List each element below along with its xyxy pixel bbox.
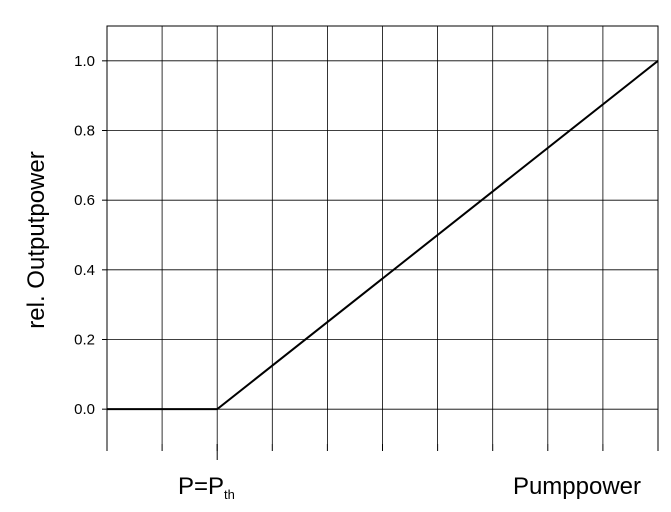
y-tick-label: 0.6 <box>74 192 95 209</box>
y-tick-label: 0.2 <box>74 332 95 349</box>
x-threshold-label: P=Pth <box>178 473 235 502</box>
y-tick-label: 1.0 <box>74 53 95 70</box>
y-ticks: 0.0 0.2 0.4 0.6 0.8 1.0 <box>74 53 107 418</box>
y-axis-label: rel. Outputpower <box>23 151 50 328</box>
series-group <box>107 60 659 411</box>
y-tick-label: 0.4 <box>74 262 95 279</box>
grid <box>106 25 659 444</box>
x-axis-label: Pumppower <box>513 473 641 500</box>
x-ticks <box>106 444 659 460</box>
series-line <box>107 60 659 411</box>
x-threshold-label-base: P=P <box>178 473 224 500</box>
x-threshold-label-subscript: th <box>224 487 235 502</box>
plot-frame <box>106 25 659 444</box>
y-tick-label: 0.0 <box>74 401 95 418</box>
y-tick-label: 0.8 <box>74 123 95 140</box>
